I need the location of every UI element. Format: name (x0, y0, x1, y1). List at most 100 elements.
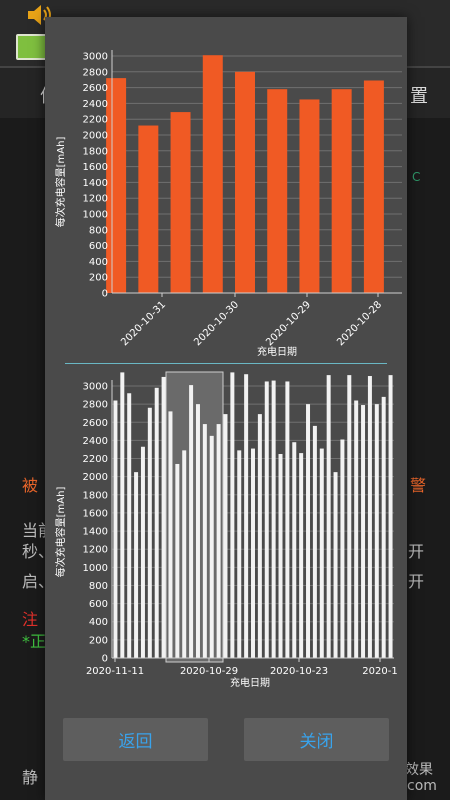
y-tick-label: 3000 (83, 382, 108, 393)
bottom-right-fragment-2: com (407, 778, 437, 794)
bar (367, 376, 372, 658)
chart1-x-axis-label: 充电日期 (257, 345, 297, 358)
bar (237, 450, 242, 658)
bar (189, 385, 194, 658)
bar (134, 472, 139, 658)
y-tick-label: 1000 (83, 563, 108, 574)
bar (106, 78, 127, 293)
bar (127, 393, 132, 658)
chart2-y-axis-label: 每次充电容量[mAh] (54, 487, 67, 578)
bar (168, 411, 173, 658)
warning-left-fragment: 被 (22, 476, 39, 495)
viewport-selection-box[interactable] (165, 371, 224, 663)
y-tick-label: 2600 (83, 83, 108, 94)
y-tick-label: 800 (89, 225, 108, 236)
y-tick-label: 2200 (83, 115, 108, 126)
bar (147, 407, 152, 658)
text-right-1: 开 (408, 542, 425, 561)
note-fragment: 注 (22, 610, 39, 629)
back-button[interactable]: 返回 (63, 718, 208, 761)
x-tick-label: 2020-11-11 (86, 666, 144, 677)
y-tick-label: 600 (89, 599, 108, 610)
note-fragment-2: *正 (22, 632, 47, 651)
bar (202, 424, 207, 658)
bar (230, 372, 235, 658)
bar (195, 404, 200, 658)
x-tick-label: 2020-1 (362, 666, 397, 677)
right-fragment: C (412, 170, 421, 184)
y-tick-label: 1000 (83, 210, 108, 221)
bar (361, 405, 366, 658)
bar (340, 439, 345, 658)
bar (251, 448, 255, 658)
bar (138, 125, 159, 294)
bar (299, 453, 304, 658)
bar (161, 376, 166, 658)
bar (354, 400, 359, 658)
chart1-axes (111, 50, 402, 297)
y-tick-label: 800 (89, 581, 108, 592)
y-tick-label: 2400 (83, 436, 108, 447)
bar (292, 442, 297, 658)
y-tick-label: 2200 (83, 454, 108, 465)
y-tick-label: 0 (102, 289, 108, 300)
bar (175, 463, 180, 658)
bar (312, 425, 317, 658)
bar (326, 375, 331, 658)
bar (154, 387, 159, 658)
bar (278, 454, 283, 658)
bar (202, 55, 223, 294)
chart2-x-ticks: 2020-11-11 2020-10-29 2020-10-23 2020-1 (86, 666, 398, 677)
y-tick-label: 600 (89, 241, 108, 252)
bar (216, 424, 221, 658)
bar (319, 448, 324, 658)
bar (363, 80, 384, 293)
y-tick-label: 400 (89, 617, 108, 628)
y-tick-label: 400 (89, 257, 108, 268)
y-tick-label: 200 (89, 635, 108, 646)
bar (244, 374, 249, 658)
y-tick-label: 1200 (83, 194, 108, 205)
close-button[interactable]: 关闭 (244, 718, 389, 761)
bar (333, 472, 338, 658)
bar (182, 450, 187, 658)
bar (388, 375, 393, 658)
bar (264, 381, 269, 658)
chart1-y-axis-label: 每次充电容量[mAh] (54, 137, 67, 228)
chart2-x-axis-label: 充电日期 (230, 676, 270, 689)
bar (170, 112, 191, 293)
y-tick-label: 1400 (83, 178, 108, 189)
y-tick-label: 1800 (83, 490, 108, 501)
tab-right-fragment[interactable]: 置 (410, 86, 428, 107)
bar (285, 381, 290, 658)
bar (306, 404, 311, 658)
y-tick-label: 2000 (83, 131, 108, 142)
bar (209, 435, 214, 658)
bar (299, 99, 320, 293)
bottom-right-fragment-1: 效果 (405, 762, 433, 778)
y-tick-label: 2000 (83, 472, 108, 483)
y-tick-label: 0 (102, 654, 108, 665)
bar (140, 446, 145, 658)
y-tick-label: 1800 (83, 146, 108, 157)
bar (120, 372, 125, 658)
charge-capacity-chart-bottom: 0 200 400 600 800 1000 1200 1400 1600 1800 2000 220… (54, 371, 398, 689)
chart1-bars (106, 55, 384, 294)
chart2-axes (111, 380, 394, 662)
y-tick-label: 1600 (83, 162, 108, 173)
text-right-2: 开 (408, 572, 425, 591)
x-tick-label: 2020-10-23 (270, 666, 328, 677)
bar (347, 375, 352, 658)
y-tick-label: 2400 (83, 99, 108, 110)
bar (331, 89, 352, 294)
y-tick-label: 3000 (83, 52, 108, 63)
y-tick-label: 2800 (83, 67, 108, 78)
y-tick-label: 2600 (83, 418, 108, 429)
y-tick-label: 1400 (83, 527, 108, 538)
charge-history-dialog: 0 200 400 600 800 1000 1200 1400 1600 1800 2000 220… (45, 17, 407, 800)
bar (271, 380, 276, 658)
divider (65, 363, 387, 364)
charge-capacity-chart-top: 0 200 400 600 800 1000 1200 1400 1600 1800 2000 220… (54, 50, 402, 358)
warning-right-fragment: 警 (410, 476, 427, 495)
bar (381, 396, 386, 658)
